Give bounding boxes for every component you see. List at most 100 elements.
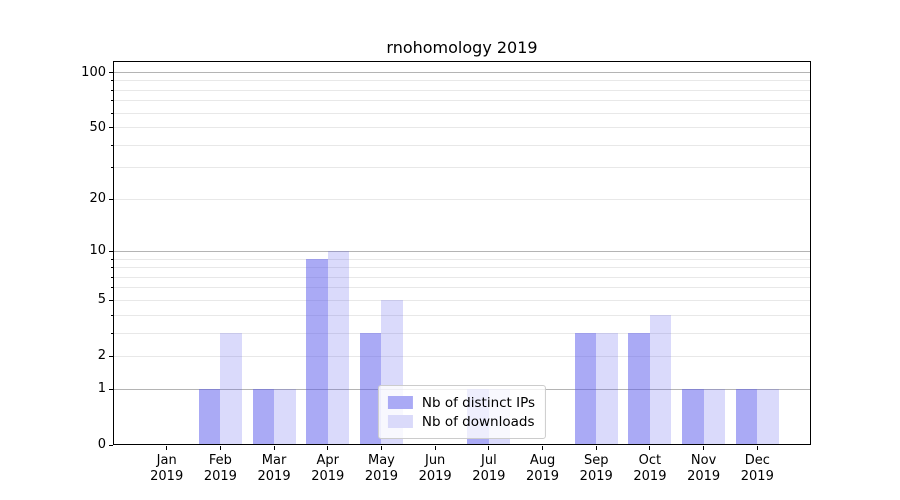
- bar-downloads-apr: [327, 251, 350, 444]
- x-tick-label: Sep 2019: [561, 453, 631, 485]
- y-tick-label: 100: [81, 64, 106, 80]
- legend-swatch-distinct-ips-icon: [387, 396, 413, 409]
- x-tick-label: Aug 2019: [508, 453, 578, 485]
- x-tick-label: Jan 2019: [132, 453, 202, 485]
- bar-distinct-ips-sep: [574, 333, 597, 444]
- x-tick-label: Nov 2019: [669, 453, 739, 485]
- x-tick: [273, 446, 275, 450]
- y-minor-tick: [111, 144, 113, 146]
- gridline-minor: [113, 276, 811, 278]
- gridline-minor: [113, 332, 811, 334]
- y-tick: [109, 388, 113, 390]
- bar-distinct-ips-nov: [682, 389, 704, 444]
- x-tick-month: Oct: [638, 453, 662, 468]
- gridline-minor: [113, 89, 811, 91]
- legend-item-downloads: Nb of downloads: [387, 413, 535, 430]
- gridline-major: [113, 250, 811, 252]
- x-tick: [649, 446, 651, 450]
- x-tick-month: Jun: [424, 453, 446, 468]
- chart-title: rnohomology 2019: [386, 38, 538, 57]
- x-tick-label: Mar 2019: [239, 453, 309, 485]
- x-tick: [595, 446, 597, 450]
- gridline-minor: [113, 314, 811, 316]
- x-tick: [219, 446, 221, 450]
- x-tick-year: 2019: [579, 469, 613, 484]
- y-tick-label: 1: [97, 381, 106, 397]
- y-minor-tick: [111, 198, 113, 200]
- x-tick: [166, 446, 168, 450]
- y-minor-tick: [111, 167, 113, 169]
- bar-downloads-feb: [220, 333, 242, 444]
- x-tick-year: 2019: [472, 469, 506, 484]
- y-tick-label: 50: [89, 119, 106, 135]
- y-minor-tick: [111, 299, 113, 301]
- bar-downloads-sep: [596, 333, 618, 444]
- y-tick-label: 5: [97, 292, 106, 308]
- y-minor-tick: [111, 80, 113, 82]
- x-tick-month: Mar: [261, 453, 287, 468]
- bar-downloads-nov: [703, 389, 726, 444]
- x-tick: [542, 446, 544, 450]
- x-tick-year: 2019: [257, 469, 291, 484]
- x-tick: [327, 446, 329, 450]
- x-tick-month: Dec: [744, 453, 770, 468]
- x-tick-year: 2019: [150, 469, 184, 484]
- x-tick-label: Dec 2019: [722, 453, 792, 485]
- x-tick-year: 2019: [203, 469, 237, 484]
- bar-distinct-ips-apr: [306, 259, 328, 444]
- x-tick: [434, 446, 436, 450]
- x-tick-label: Oct 2019: [615, 453, 685, 485]
- y-tick: [109, 72, 113, 74]
- x-tick-month: Apr: [316, 453, 340, 468]
- bar-distinct-ips-feb: [198, 389, 221, 444]
- x-tick-month: Sep: [583, 453, 609, 468]
- x-tick-year: 2019: [525, 469, 560, 484]
- gridline-minor: [113, 112, 811, 114]
- x-tick-month: Jul: [481, 453, 497, 468]
- y-tick: [109, 250, 113, 252]
- y-minor-tick: [111, 267, 113, 269]
- gridline-minor: [113, 287, 811, 289]
- y-tick: [109, 444, 113, 446]
- y-minor-tick: [111, 314, 113, 316]
- legend: Nb of distinct IPs Nb of downloads: [377, 385, 547, 439]
- y-minor-tick: [111, 258, 113, 260]
- x-tick: [756, 446, 758, 450]
- gridline-minor: [113, 144, 811, 146]
- x-tick-year: 2019: [311, 469, 345, 484]
- x-tick-month: Jan: [156, 453, 177, 468]
- bar-distinct-ips-may: [359, 333, 382, 444]
- x-tick-label: May 2019: [346, 453, 416, 485]
- gridline-minor: [113, 100, 811, 102]
- y-minor-tick: [111, 100, 113, 102]
- bar-downloads-oct: [649, 315, 672, 444]
- x-tick-label: Jul 2019: [454, 453, 524, 485]
- y-minor-tick: [111, 127, 113, 129]
- y-tick-label: 0: [97, 437, 106, 452]
- legend-label-distinct-ips: Nb of distinct IPs: [421, 394, 536, 411]
- gridline-minor: [113, 355, 811, 357]
- x-tick-month: May: [368, 453, 395, 468]
- y-minor-tick: [111, 276, 113, 278]
- y-tick-label: 20: [89, 191, 106, 207]
- bar-distinct-ips-mar: [252, 389, 275, 444]
- bar-downloads-mar: [274, 389, 296, 444]
- x-tick: [488, 446, 490, 450]
- y-minor-tick: [111, 287, 113, 289]
- legend-label-downloads: Nb of downloads: [421, 413, 535, 430]
- x-tick-month: Aug: [529, 453, 556, 468]
- x-tick-year: 2019: [687, 469, 721, 484]
- x-tick-month: Feb: [208, 453, 232, 468]
- x-tick-year: 2019: [633, 469, 667, 484]
- gridline-minor: [113, 258, 811, 260]
- y-minor-tick: [111, 89, 113, 91]
- x-tick-month: Nov: [690, 453, 717, 468]
- y-minor-tick: [111, 355, 113, 357]
- x-tick-year: 2019: [740, 469, 774, 484]
- y-minor-tick: [111, 112, 113, 114]
- legend-item-distinct-ips: Nb of distinct IPs: [387, 394, 536, 411]
- y-tick-label: 10: [89, 243, 106, 259]
- bar-downloads-dec: [757, 389, 779, 444]
- x-tick: [703, 446, 705, 450]
